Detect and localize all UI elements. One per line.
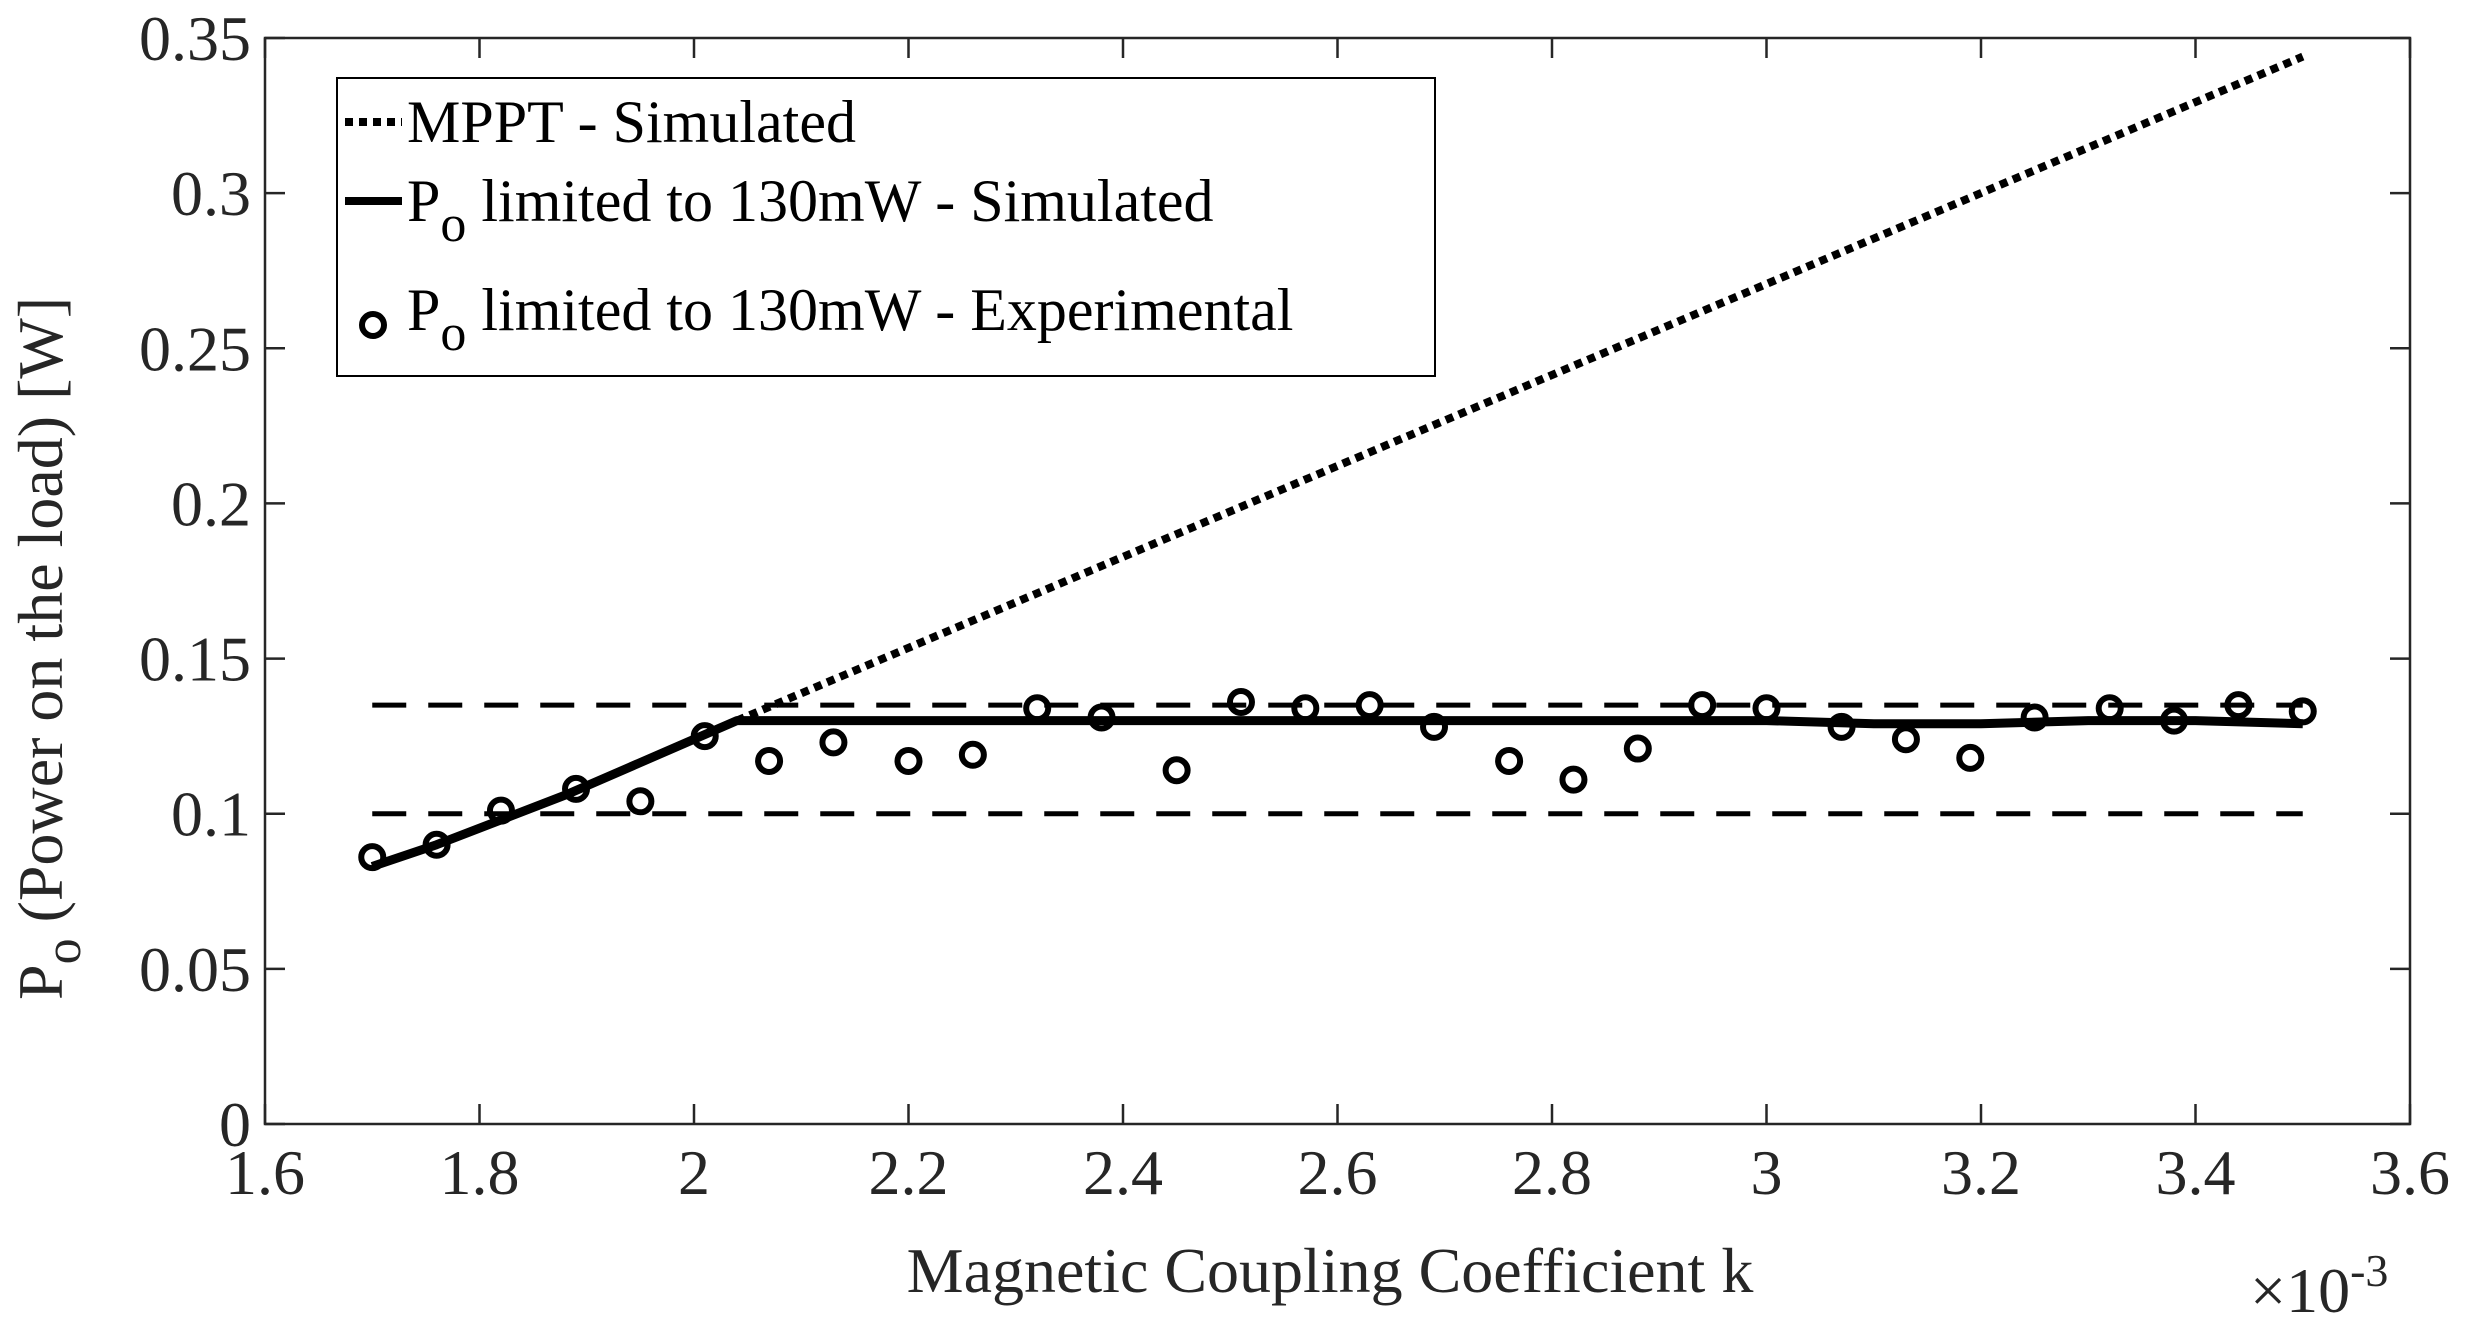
data-point <box>1891 725 1920 754</box>
legend-limited-sim-text: limited to 130mW - Simulated <box>466 168 1213 234</box>
series-limited_exp <box>358 688 2317 872</box>
y-tick-label: 0.35 <box>139 3 251 74</box>
x-tick-label: 3.6 <box>2370 1137 2450 1208</box>
reference-lines <box>372 702 2303 817</box>
data-point <box>1023 694 1052 723</box>
data-point <box>894 746 923 775</box>
y-tick-labels: 0 0.05 0.1 0.15 0.2 0.25 0.3 0.35 <box>139 3 251 1160</box>
data-point <box>1956 743 1985 772</box>
x-tick-label: 2.6 <box>1298 1137 1378 1208</box>
y-tick-label: 0.2 <box>171 468 251 539</box>
y-axis-label-sub: o <box>35 938 92 964</box>
x-tick-label: 2 <box>678 1137 710 1208</box>
data-point <box>690 722 719 751</box>
data-point <box>1827 712 1856 741</box>
legend-limited-exp-text: limited to 130mW - Experimental <box>466 277 1293 343</box>
y-axis-label-main: P <box>5 964 76 1000</box>
x-tick-label: 2.2 <box>869 1137 949 1208</box>
data-point <box>486 796 515 825</box>
y-axis-label-rest: (Power on the load) [W] <box>5 297 76 939</box>
data-point <box>1162 756 1191 785</box>
data-point <box>2224 691 2253 720</box>
x-tick-label: 1.6 <box>225 1137 305 1208</box>
y-tick-label: 0 <box>219 1089 251 1160</box>
data-point <box>1623 734 1652 763</box>
data-point <box>755 746 784 775</box>
x-tick-label: 2.4 <box>1083 1137 1163 1208</box>
data-point <box>1420 712 1449 741</box>
legend-box <box>336 77 1436 377</box>
y-axis-label: Po (Power on the load) [W] <box>5 297 92 1000</box>
x-tick-label: 3 <box>1751 1137 1783 1208</box>
legend-limited-sim-main: P <box>407 168 440 234</box>
y-tick-label: 0.1 <box>171 779 251 850</box>
data-point <box>1355 691 1384 720</box>
data-point <box>1226 688 1255 717</box>
data-point <box>562 774 591 803</box>
legend-limited-exp-label: Po limited to 130mW - Experimental <box>407 277 1293 362</box>
x-exponent: ×10-3 <box>2250 1245 2388 1326</box>
data-point <box>1752 694 1781 723</box>
y-tick-label: 0.15 <box>139 624 251 695</box>
x-tick-labels: 1.6 1.8 2 2.2 2.4 2.6 2.8 3 3.2 3.4 3.6 <box>225 1137 2450 1208</box>
y-tick-label: 0.05 <box>139 934 251 1005</box>
data-point <box>1291 694 1320 723</box>
x-tick-label: 2.8 <box>1512 1137 1592 1208</box>
legend-limited-sim-label: Po limited to 130mW - Simulated <box>407 168 1214 253</box>
data-point <box>1087 703 1116 732</box>
data-point <box>358 843 387 872</box>
ticks-layer <box>263 36 2412 1126</box>
data-point <box>422 830 451 859</box>
y-tick-label: 0.3 <box>171 158 251 229</box>
data-point <box>626 787 655 816</box>
series-limited_sim <box>370 716 2303 871</box>
data-point <box>819 728 848 757</box>
x-tick-label: 1.8 <box>440 1137 520 1208</box>
data-point <box>1559 765 1588 794</box>
data-point <box>1495 746 1524 775</box>
x-exponent-power: -3 <box>2350 1245 2388 1296</box>
legend-mppt-label: MPPT - Simulated <box>407 89 856 155</box>
legend-limited-exp-swatch <box>359 311 387 339</box>
series-mppt <box>735 52 2305 725</box>
series-layer <box>358 52 2317 872</box>
legend-limited-exp-main: P <box>407 277 440 343</box>
legend-limited-sim-sub: o <box>440 196 466 253</box>
legend-limited-exp-sub: o <box>440 305 466 362</box>
y-tick-label: 0.25 <box>139 313 251 384</box>
data-point <box>2160 706 2189 735</box>
x-tick-label: 3.2 <box>1941 1137 2021 1208</box>
data-point <box>2020 703 2049 732</box>
legend: MPPT - Simulated Po limited to 130mW - S… <box>336 77 1436 377</box>
x-exponent-base: 10 <box>2286 1255 2350 1326</box>
data-point <box>2288 697 2317 726</box>
data-point <box>958 740 987 769</box>
data-point <box>2095 694 2124 723</box>
data-point <box>1688 691 1717 720</box>
x-axis-label: Magnetic Coupling Coefficient k <box>907 1235 1754 1306</box>
x-tick-label: 3.4 <box>2156 1137 2236 1208</box>
